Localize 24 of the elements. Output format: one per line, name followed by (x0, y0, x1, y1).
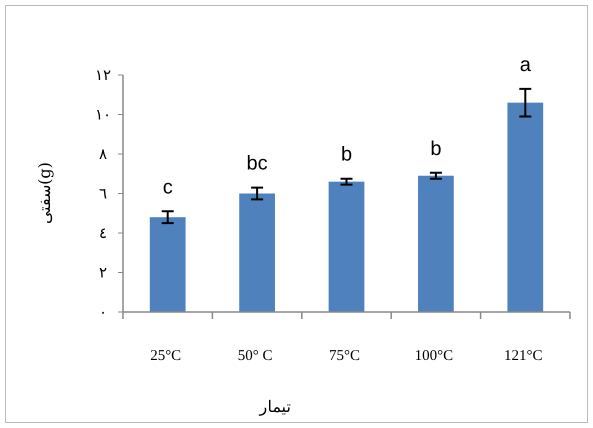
x-tick-label: 25°C (150, 348, 182, 364)
x-tick-label: 100°C (414, 348, 454, 364)
y-tick-label: ١٠ (95, 106, 111, 124)
y-tick-label: ٢ (99, 264, 107, 282)
annotation: a (520, 54, 532, 76)
y-tick-label: ١٢ (95, 66, 111, 84)
x-tick-label: 121°C (504, 348, 543, 364)
annotation: b (340, 144, 352, 166)
annotation: c (162, 176, 173, 198)
bar (150, 217, 186, 312)
y-tick-label: ٤ (99, 224, 107, 242)
bar (328, 182, 364, 312)
bar (239, 194, 275, 312)
bar (507, 102, 544, 312)
bar (418, 176, 454, 312)
annotation: bc (246, 152, 268, 175)
x-tick-label: 50° C (238, 348, 272, 364)
y-tick-label: ٠ (99, 303, 107, 321)
annotation: b (430, 138, 442, 160)
y-tick-label: ٨ (99, 145, 107, 163)
y-tick-label: ٦ (99, 184, 107, 202)
y-axis-title: سفتی(g) (35, 162, 54, 224)
x-axis-title: تیمار (258, 397, 290, 416)
x-tick-label: 75°C (328, 348, 360, 364)
